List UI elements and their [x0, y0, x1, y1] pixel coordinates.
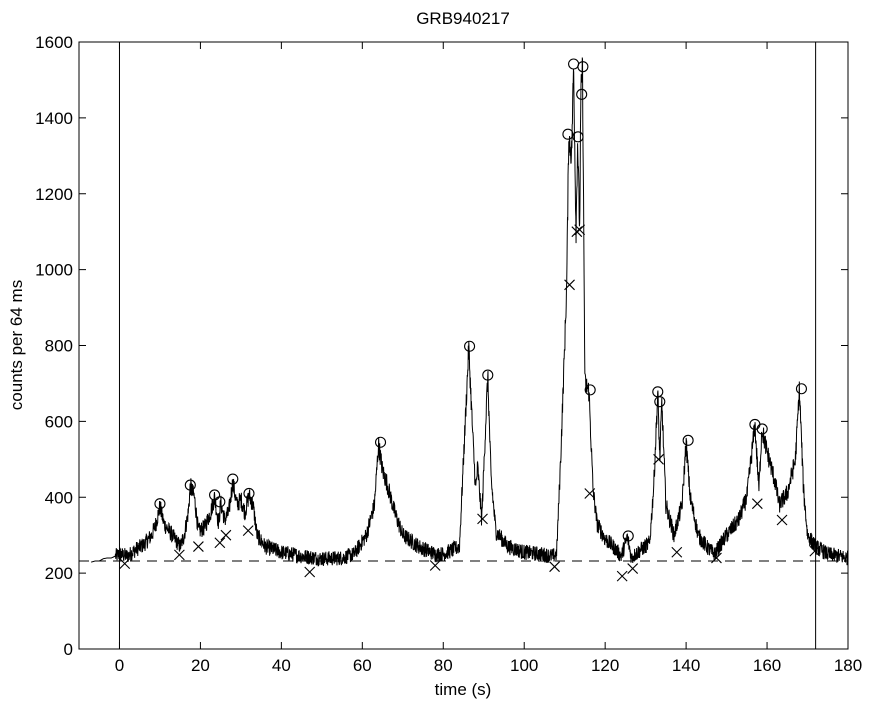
minimum-marker [776, 514, 788, 526]
peak-marker [682, 434, 694, 446]
y-tick-label: 400 [45, 488, 73, 507]
minimum-marker [304, 566, 316, 578]
peak-marker [243, 487, 255, 500]
x-tick-label: 80 [434, 656, 453, 675]
peak-marker [654, 396, 666, 408]
y-tick-label: 1000 [35, 261, 73, 280]
y-axis-label: counts per 64 ms [7, 280, 26, 410]
minimum-marker [616, 570, 628, 582]
minimum-marker [671, 546, 683, 558]
x-tick-label: 120 [591, 656, 619, 675]
minimum-marker [119, 558, 131, 570]
minimum-marker-stroke [214, 537, 226, 549]
x-tick-label: 100 [510, 656, 538, 675]
minimum-marker [220, 529, 232, 541]
peak-marker [374, 436, 387, 448]
peak-marker [214, 496, 226, 508]
minimum-marker-stroke [711, 552, 722, 564]
minimum-marker-stroke [564, 279, 575, 291]
minimum-marker [627, 563, 639, 574]
minimum-marker [751, 498, 763, 510]
minimum-marker-stroke [809, 545, 821, 557]
minimum-marker [574, 224, 586, 236]
minimum-marker [214, 537, 226, 549]
minimum-marker [584, 488, 596, 499]
y-tick-label: 200 [45, 564, 73, 583]
x-tick-label: 60 [353, 656, 372, 675]
x-tick-label: 20 [191, 656, 210, 675]
minimum-marker-stroke [627, 563, 639, 574]
minimum-marker-stroke [653, 453, 664, 465]
axis-ticks: 0 20 40 60 80 100 120 140 160 180 0 200 400 600 800 100… [35, 33, 862, 675]
peak-marker [756, 423, 768, 435]
minimum-marker [242, 525, 254, 537]
peak-marker [184, 479, 196, 491]
minimum-marker [809, 545, 821, 557]
peak-marker [209, 489, 221, 501]
peak-marker [562, 128, 574, 140]
y-tick-label: 600 [45, 412, 73, 431]
peak-marker [482, 369, 494, 381]
peak-marker [584, 384, 596, 396]
y-tick-label: 0 [64, 640, 73, 659]
peak-marker [568, 58, 580, 70]
minimum-marker [429, 560, 441, 571]
x-tick-label: 180 [834, 656, 862, 675]
plot-frame [78, 41, 849, 650]
minimum-marker [564, 279, 575, 291]
peak-marker [572, 131, 584, 143]
peak-marker [154, 498, 166, 510]
minimum-marker [653, 453, 664, 465]
peak-marker [622, 530, 634, 542]
y-tick-label: 800 [45, 337, 73, 356]
x-tick-label: 160 [753, 656, 781, 675]
minimum-marker-stroke [776, 514, 788, 526]
y-tick-label: 1600 [35, 33, 73, 52]
light-curve-series [91, 57, 849, 567]
minimum-marker-stroke [751, 498, 763, 510]
x-tick-label: 140 [672, 656, 700, 675]
y-tick-label: 1200 [35, 185, 73, 204]
minimum-marker-stroke [584, 488, 596, 499]
peak-marker [464, 340, 476, 352]
minimum-marker [711, 552, 722, 564]
minimum-marker-stroke [119, 558, 131, 570]
plot-area [79, 42, 849, 649]
minimum-marker-stroke [173, 549, 185, 561]
minimum-marker [193, 541, 204, 552]
peak-marker [795, 383, 808, 395]
x-tick-label: 0 [115, 656, 124, 675]
minimum-marker [173, 549, 185, 561]
chart-title: GRB940217 [416, 9, 510, 28]
y-tick-label: 1400 [35, 109, 73, 128]
minimum-marker [571, 226, 583, 238]
peak-marker [227, 473, 239, 485]
minimum-marker-stroke [220, 529, 232, 541]
minimum-marker-stroke [429, 560, 441, 571]
x-axis-label: time (s) [435, 680, 492, 699]
peak-marker [576, 88, 588, 100]
minimum-marker-stroke [304, 566, 316, 578]
peak-marker [577, 61, 589, 73]
x-tick-label: 40 [272, 656, 291, 675]
minimum-marker [477, 513, 488, 525]
minimum-marker-stroke [549, 561, 560, 573]
minimum-marker-stroke [477, 513, 488, 525]
minimum-marker [549, 561, 560, 573]
minimum-marker-stroke [242, 525, 254, 537]
minimum-marker-stroke [574, 224, 586, 236]
minimum-marker-stroke [571, 226, 583, 238]
minimum-marker-stroke [616, 570, 628, 582]
minimum-marker-stroke [671, 546, 683, 558]
minimum-marker-stroke [193, 541, 204, 552]
